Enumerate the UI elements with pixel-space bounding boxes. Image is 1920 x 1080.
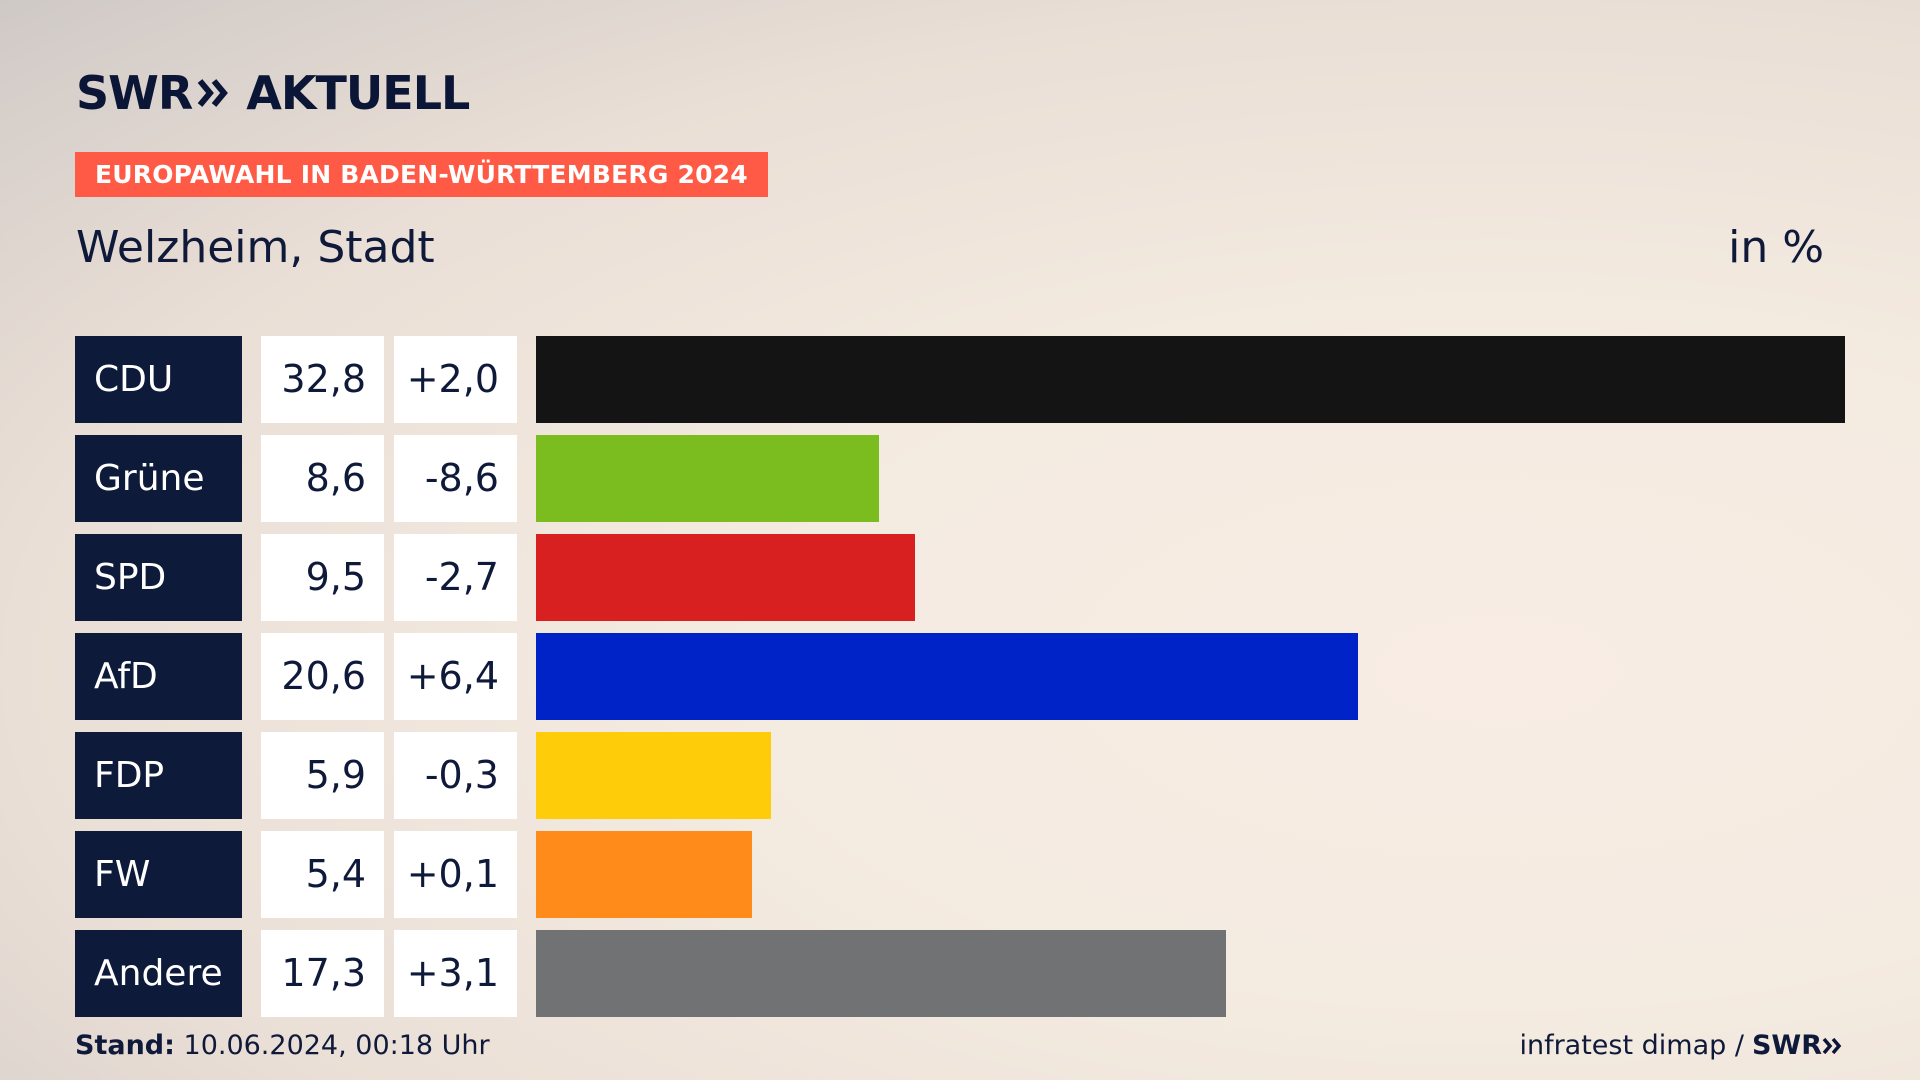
change-label: -8,6 [394, 435, 517, 522]
result-bar [536, 633, 1358, 720]
logo-aktuell: AKTUELL [246, 66, 470, 120]
vote-share-label: 9,5 [261, 534, 384, 621]
result-bar [536, 336, 1845, 423]
region-title: Welzheim, Stadt [76, 222, 435, 273]
change-label: +0,1 [394, 831, 517, 918]
swr-brand: SWR [1752, 1030, 1844, 1061]
party-label: CDU [75, 336, 242, 423]
election-tag: EUROPAWAHL IN BADEN-WÜRTTEMBERG 2024 [75, 152, 768, 197]
result-bar [536, 831, 752, 918]
stand-value: 10.06.2024, 00:18 Uhr [183, 1030, 490, 1061]
party-label: SPD [75, 534, 242, 621]
source-credit: infratest dimap / SWR [1519, 1030, 1844, 1061]
change-label: +6,4 [394, 633, 517, 720]
double-chevron-icon [196, 75, 232, 111]
result-bar [536, 732, 771, 819]
change-label: -0,3 [394, 732, 517, 819]
logo-swr: SWR [76, 66, 193, 120]
result-bar [536, 930, 1226, 1017]
result-bar [536, 534, 915, 621]
source-text: infratest dimap / [1519, 1030, 1744, 1061]
result-bar [536, 435, 879, 522]
change-label: +3,1 [394, 930, 517, 1017]
swr-brand-text: SWR [1751, 1030, 1822, 1061]
vote-share-label: 5,4 [261, 831, 384, 918]
change-label: -2,7 [394, 534, 517, 621]
party-label: FDP [75, 732, 242, 819]
party-label: AfD [75, 633, 242, 720]
party-label: Grüne [75, 435, 242, 522]
timestamp: Stand: 10.06.2024, 00:18 Uhr [75, 1030, 490, 1061]
unit-label: in % [1728, 222, 1824, 273]
swr-aktuell-logo: SWR AKTUELL [76, 66, 470, 120]
vote-share-label: 8,6 [261, 435, 384, 522]
double-chevron-icon [1822, 1037, 1842, 1054]
stand-label: Stand: [75, 1030, 175, 1061]
vote-share-label: 17,3 [261, 930, 384, 1017]
party-label: FW [75, 831, 242, 918]
vote-share-label: 32,8 [261, 336, 384, 423]
change-label: +2,0 [394, 336, 517, 423]
vote-share-label: 5,9 [261, 732, 384, 819]
vote-share-label: 20,6 [261, 633, 384, 720]
party-label: Andere [75, 930, 242, 1017]
